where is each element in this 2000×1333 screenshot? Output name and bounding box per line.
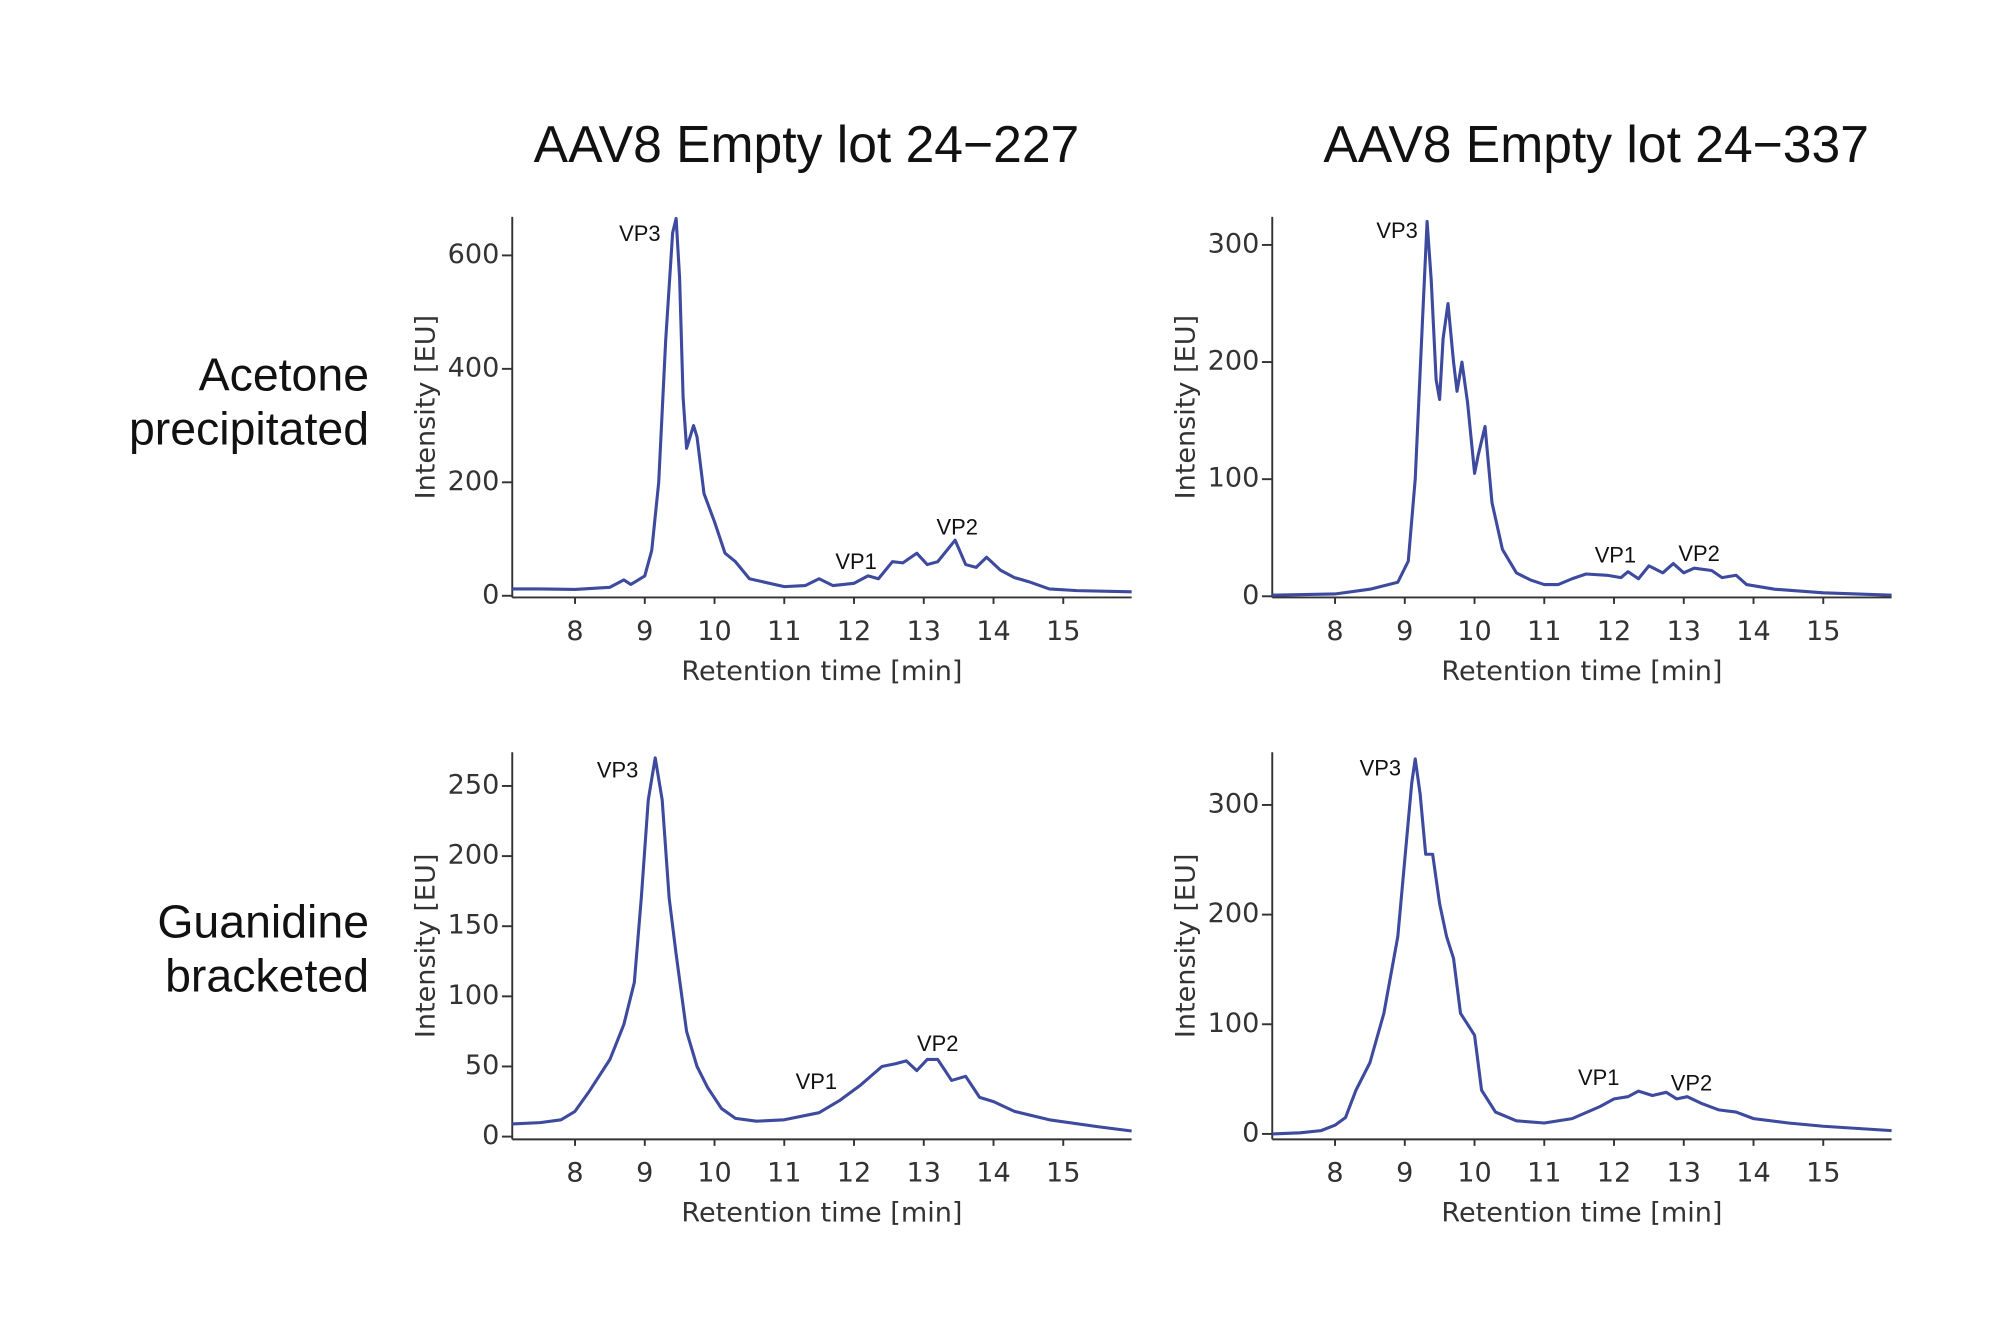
x-tick-label: 14: [1736, 616, 1770, 647]
y-tick-label: 200: [1208, 898, 1260, 929]
x-tick-label: 15: [1046, 1158, 1080, 1189]
peak-label: VP2: [1678, 541, 1719, 566]
x-tick-label: 14: [1736, 1158, 1770, 1189]
x-tick-label: 8: [1326, 616, 1343, 647]
y-axis-label: Intensity [EU]: [411, 315, 442, 500]
x-tick-label: 8: [566, 616, 583, 647]
chromatogram-line: [512, 216, 1132, 594]
x-tick-label: 10: [697, 616, 731, 647]
x-tick-label: 11: [1527, 1158, 1561, 1189]
y-tick-label: 100: [1208, 1008, 1260, 1039]
y-tick-label: 100: [1208, 463, 1260, 494]
x-tick-label: 8: [1326, 1158, 1343, 1189]
peak-label: VP3: [1360, 756, 1401, 781]
peak-label: VP3: [1376, 218, 1417, 243]
x-axis-label: Retention time [min]: [1441, 1198, 1722, 1229]
x-tick-label: 9: [636, 616, 653, 647]
x-tick-label: 15: [1806, 616, 1840, 647]
x-axis-label: Retention time [min]: [681, 656, 962, 687]
y-tick-label: 300: [1208, 788, 1260, 819]
y-tick-label: 250: [448, 769, 500, 800]
peak-label: VP1: [796, 1069, 837, 1094]
y-tick-label: 150: [448, 910, 500, 941]
y-tick-label: 300: [1208, 228, 1260, 259]
x-tick-label: 14: [976, 1158, 1010, 1189]
x-tick-label: 10: [697, 1158, 731, 1189]
peak-label: VP2: [1671, 1070, 1712, 1095]
row-label: Guanidine: [157, 895, 369, 947]
row-label: Acetone: [199, 348, 369, 400]
y-tick-label: 100: [448, 980, 500, 1011]
x-tick-label: 15: [1806, 1158, 1840, 1189]
chromatogram-line: [1272, 219, 1892, 597]
y-tick-label: 600: [448, 239, 500, 270]
y-axis-label: Intensity [EU]: [1171, 315, 1202, 500]
peak-label: VP2: [917, 1031, 958, 1056]
x-tick-label: 12: [1597, 1158, 1631, 1189]
peak-label: VP1: [835, 549, 876, 574]
x-tick-label: 8: [566, 1158, 583, 1189]
y-tick-label: 400: [448, 352, 500, 383]
x-tick-label: 13: [907, 1158, 941, 1189]
column-title: AAV8 Empty lot 24−227: [534, 115, 1080, 173]
x-tick-label: 12: [837, 616, 871, 647]
chromatogram-line: [512, 756, 1132, 1133]
x-tick-label: 12: [837, 1158, 871, 1189]
peak-label: VP3: [619, 221, 660, 246]
x-tick-label: 13: [1667, 616, 1701, 647]
x-tick-label: 11: [1527, 616, 1561, 647]
x-tick-label: 13: [1667, 1158, 1701, 1189]
peak-label: VP1: [1578, 1065, 1619, 1090]
y-tick-label: 0: [1242, 1117, 1259, 1148]
x-tick-label: 11: [767, 1158, 801, 1189]
x-tick-label: 10: [1457, 616, 1491, 647]
peak-label: VP1: [1595, 542, 1636, 567]
x-tick-label: 9: [1396, 1158, 1413, 1189]
x-axis-label: Retention time [min]: [1441, 656, 1722, 687]
x-tick-label: 12: [1597, 616, 1631, 647]
peak-label: VP2: [937, 515, 978, 540]
y-tick-label: 200: [1208, 346, 1260, 377]
row-label: bracketed: [165, 950, 369, 1002]
peak-label: VP3: [597, 758, 638, 783]
y-tick-label: 0: [482, 579, 499, 610]
x-tick-label: 14: [976, 616, 1010, 647]
column-title: AAV8 Empty lot 24−337: [1323, 115, 1869, 173]
y-tick-label: 200: [448, 840, 500, 871]
y-tick-label: 50: [465, 1050, 499, 1081]
y-tick-label: 0: [482, 1120, 499, 1151]
y-tick-label: 200: [448, 466, 500, 497]
y-tick-label: 0: [1242, 580, 1259, 611]
y-axis-label: Intensity [EU]: [1171, 854, 1202, 1039]
chromatogram-line: [1272, 757, 1892, 1136]
x-tick-label: 13: [907, 616, 941, 647]
x-tick-label: 9: [1396, 616, 1413, 647]
x-tick-label: 11: [767, 616, 801, 647]
x-tick-label: 15: [1046, 616, 1080, 647]
y-axis-label: Intensity [EU]: [411, 854, 442, 1039]
x-tick-label: 10: [1457, 1158, 1491, 1189]
x-tick-label: 9: [636, 1158, 653, 1189]
x-axis-label: Retention time [min]: [681, 1198, 962, 1229]
row-label: precipitated: [129, 403, 369, 455]
